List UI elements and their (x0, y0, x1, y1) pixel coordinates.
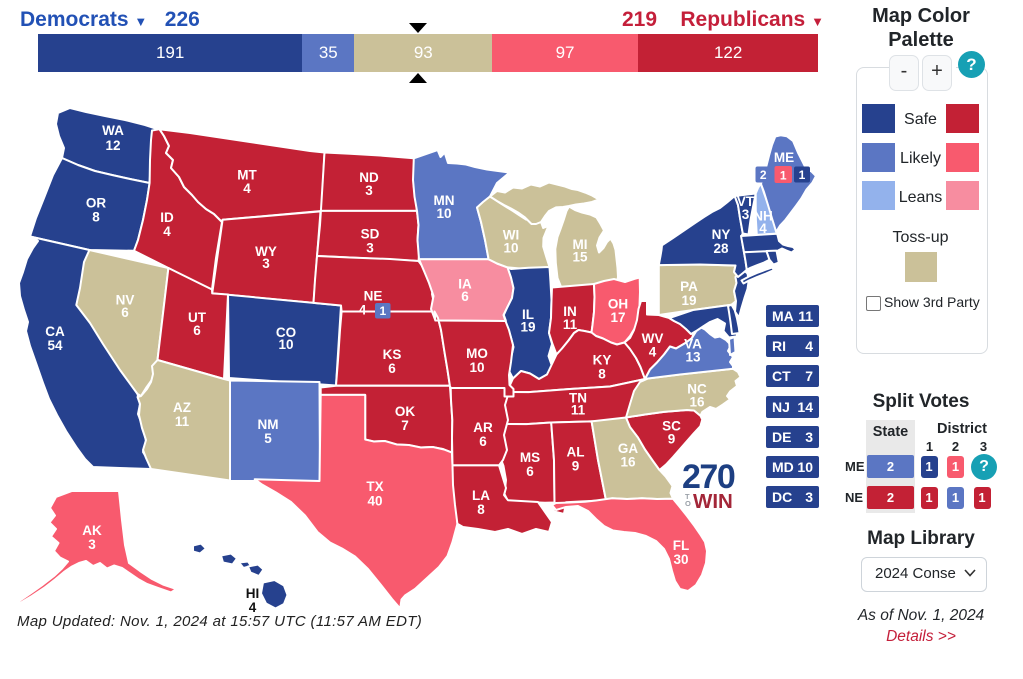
svg-text:OK: OK (395, 404, 416, 419)
svg-text:AL: AL (567, 445, 585, 460)
svg-text:FL: FL (673, 538, 690, 553)
svg-text:6: 6 (461, 289, 469, 304)
svg-text:6: 6 (526, 464, 534, 479)
svg-text:TX: TX (366, 479, 383, 494)
svg-text:NY: NY (712, 227, 731, 242)
svg-text:TN: TN (569, 391, 587, 406)
svg-text:LA: LA (472, 488, 490, 503)
svg-text:KS: KS (383, 347, 402, 362)
svg-text:AK: AK (82, 523, 102, 538)
svg-text:16: 16 (689, 395, 705, 410)
svg-text:28: 28 (713, 241, 729, 256)
svg-text:NE: NE (364, 289, 383, 304)
svg-text:7: 7 (401, 418, 409, 433)
svg-text:19: 19 (520, 320, 535, 335)
svg-text:4: 4 (163, 224, 171, 239)
svg-text:9: 9 (668, 432, 676, 447)
svg-text:11: 11 (571, 403, 586, 418)
svg-text:6: 6 (121, 305, 129, 320)
svg-text:AR: AR (473, 420, 493, 435)
svg-text:AZ: AZ (173, 400, 191, 415)
svg-text:OH: OH (608, 297, 628, 312)
svg-text:8: 8 (92, 210, 100, 225)
svg-text:3: 3 (742, 207, 750, 222)
svg-text:CO: CO (276, 325, 296, 340)
svg-text:OR: OR (86, 196, 107, 211)
svg-text:6: 6 (388, 361, 396, 376)
svg-text:1: 1 (780, 169, 787, 183)
svg-text:SC: SC (662, 419, 681, 434)
svg-text:3: 3 (365, 183, 373, 198)
svg-text:8: 8 (598, 367, 606, 382)
svg-text:5: 5 (264, 431, 272, 446)
svg-text:SD: SD (361, 227, 380, 242)
svg-text:WI: WI (503, 228, 520, 243)
svg-text:6: 6 (193, 323, 201, 338)
svg-text:VT: VT (737, 194, 755, 209)
svg-text:MS: MS (520, 450, 540, 465)
svg-text:NV: NV (116, 293, 135, 308)
svg-text:17: 17 (610, 310, 625, 325)
svg-text:11: 11 (175, 414, 190, 429)
svg-text:MO: MO (466, 346, 488, 361)
svg-text:4: 4 (359, 303, 367, 318)
svg-text:ME: ME (774, 150, 794, 165)
svg-text:13: 13 (685, 350, 701, 365)
svg-text:15: 15 (572, 250, 588, 265)
svg-text:19: 19 (681, 293, 696, 308)
svg-text:KY: KY (593, 353, 612, 368)
svg-text:4: 4 (249, 600, 257, 615)
svg-text:3: 3 (262, 256, 270, 271)
svg-text:8: 8 (477, 502, 485, 517)
svg-text:2: 2 (760, 168, 767, 182)
svg-text:4: 4 (759, 221, 767, 236)
svg-text:10: 10 (436, 206, 451, 221)
svg-text:IA: IA (458, 277, 472, 292)
svg-text:54: 54 (47, 338, 63, 353)
svg-text:MN: MN (434, 193, 455, 208)
svg-text:NM: NM (258, 417, 279, 432)
svg-text:ID: ID (160, 210, 174, 225)
svg-text:WY: WY (255, 244, 277, 259)
svg-text:ND: ND (359, 170, 379, 185)
svg-text:40: 40 (367, 494, 382, 509)
svg-text:10: 10 (503, 241, 518, 256)
svg-text:1: 1 (379, 304, 386, 318)
svg-text:MT: MT (237, 168, 257, 183)
svg-text:1: 1 (799, 168, 806, 182)
svg-text:4: 4 (649, 345, 657, 360)
svg-text:30: 30 (673, 552, 688, 567)
svg-text:10: 10 (469, 360, 484, 375)
svg-text:MI: MI (573, 237, 588, 252)
svg-text:10: 10 (278, 337, 293, 352)
svg-text:IL: IL (522, 307, 534, 322)
svg-text:3: 3 (88, 537, 96, 552)
svg-text:6: 6 (479, 434, 487, 449)
svg-text:NC: NC (687, 382, 707, 397)
svg-text:UT: UT (188, 310, 207, 325)
svg-text:16: 16 (620, 455, 636, 470)
svg-text:3: 3 (366, 241, 374, 256)
svg-text:11: 11 (563, 317, 578, 332)
svg-text:4: 4 (243, 181, 251, 196)
svg-text:PA: PA (680, 279, 698, 294)
svg-text:WA: WA (102, 123, 124, 138)
svg-text:VA: VA (684, 337, 702, 352)
svg-text:NH: NH (753, 209, 773, 224)
svg-text:12: 12 (105, 138, 120, 153)
svg-text:9: 9 (572, 459, 580, 474)
svg-text:IN: IN (563, 304, 577, 319)
svg-text:GA: GA (618, 441, 639, 456)
svg-text:HI: HI (246, 586, 260, 601)
svg-text:WV: WV (642, 331, 664, 346)
svg-text:CA: CA (45, 324, 65, 339)
